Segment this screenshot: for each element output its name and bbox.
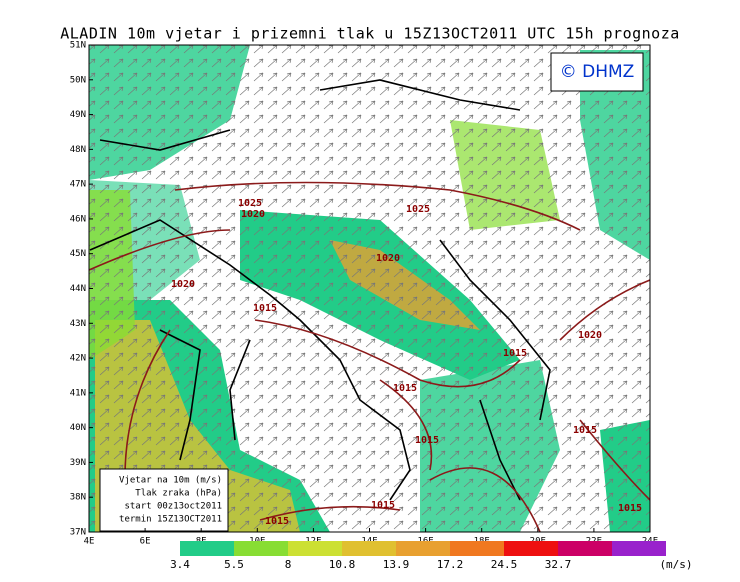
- legend-label: 17.2: [437, 558, 464, 571]
- isobar-label: 1015: [415, 435, 439, 446]
- logo-box: [550, 52, 644, 92]
- isobar-label: 1015: [503, 348, 527, 359]
- isobar-label: 1020: [241, 209, 265, 220]
- legend-swatch: [288, 541, 342, 556]
- longitude-label: 4E: [84, 537, 95, 547]
- legend-swatch: [180, 541, 234, 556]
- legend-swatch: [396, 541, 450, 556]
- isobar-label: 1015: [393, 383, 417, 394]
- latitude-label: 47N: [70, 180, 86, 190]
- legend-swatch: [450, 541, 504, 556]
- isobar-label: 1025: [406, 204, 430, 215]
- legend-swatch: [234, 541, 288, 556]
- info-box: [99, 468, 229, 532]
- info-line: Tlak zraka (hPa): [135, 489, 222, 499]
- latitude-label: 44N: [70, 284, 86, 294]
- latitude-label: 40N: [70, 423, 86, 433]
- info-line: Vjetar na 10m (m/s): [119, 476, 222, 486]
- info-line: termin 15Z13OCT2011: [119, 515, 222, 525]
- isobar-label: 1020: [171, 279, 195, 290]
- legend-label: 24.5: [491, 558, 518, 571]
- legend-label: 8: [285, 558, 292, 571]
- isobar-label: 1015: [371, 500, 395, 511]
- latitude-label: 50N: [70, 75, 86, 85]
- map-title: ALADIN 10m vjetar i prizemni tlak u 15Z1…: [60, 25, 680, 43]
- logo: © DHMZ: [560, 62, 635, 82]
- legend-label: 10.8: [329, 558, 356, 571]
- latitude-label: 45N: [70, 249, 86, 259]
- latitude-label: 48N: [70, 145, 86, 155]
- latitude-label: 46N: [70, 214, 86, 224]
- legend-swatch: [342, 541, 396, 556]
- legend-label: 13.9: [383, 558, 410, 571]
- legend-label: 3.4: [170, 558, 190, 571]
- map-field: [89, 45, 650, 532]
- latitude-label: 43N: [70, 319, 86, 329]
- isobar-label: 1015: [573, 425, 597, 436]
- legend-swatch: [558, 541, 612, 556]
- legend-swatch: [612, 541, 666, 556]
- legend-unit: (m/s): [659, 558, 692, 571]
- legend-label: 32.7: [545, 558, 572, 571]
- longitude-label: 6E: [140, 537, 151, 547]
- latitude-label: 38N: [70, 493, 86, 503]
- legend-swatch: [504, 541, 558, 556]
- isobar-label: 1020: [376, 253, 400, 264]
- latitude-label: 51N: [70, 41, 86, 51]
- latitude-label: 41N: [70, 388, 86, 398]
- latitude-label: 39N: [70, 458, 86, 468]
- isobar-label: 1015: [253, 303, 277, 314]
- generated-layer: 37N 38N 39N 40N 41N 42N 43N 44N 45N 46N 47N 48N 49N 5…: [70, 41, 693, 572]
- latitude-label: 42N: [70, 354, 86, 364]
- latitude-label: 49N: [70, 110, 86, 120]
- isobar-label: 1015: [618, 503, 642, 514]
- info-line: start 00z13oct2011: [124, 502, 222, 512]
- isobar-label: 1020: [578, 330, 602, 341]
- legend-label: 5.5: [224, 558, 244, 571]
- latitude-label: 37N: [70, 528, 86, 538]
- isobar-label: 1025: [238, 198, 262, 209]
- isobar-label: 1015: [265, 516, 289, 527]
